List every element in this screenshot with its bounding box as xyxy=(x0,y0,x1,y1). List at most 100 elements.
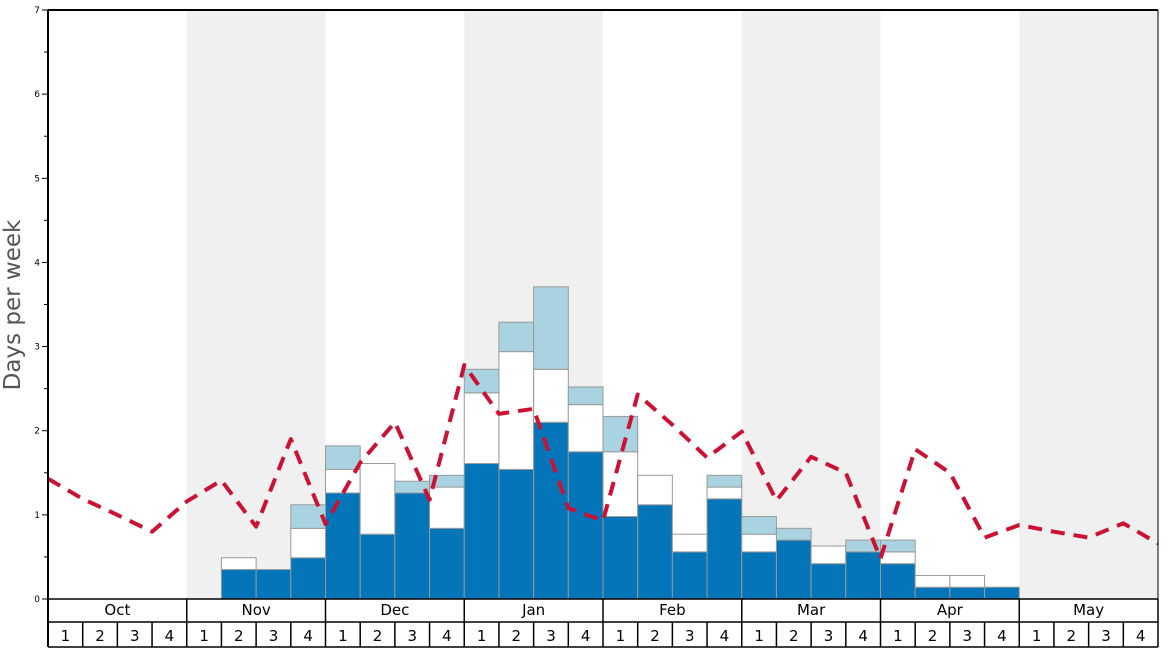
bar-segment-white xyxy=(463,392,500,465)
week-label: 2 xyxy=(512,627,522,645)
month-label: May xyxy=(1073,601,1104,619)
week-label: 4 xyxy=(581,627,591,645)
bar-segment-white xyxy=(533,368,569,423)
y-tick-label: 5 xyxy=(34,174,40,184)
bar-segment-light xyxy=(706,474,743,488)
bar-segment-light xyxy=(325,445,361,470)
week-label: 2 xyxy=(95,627,105,645)
bar-segment-dark xyxy=(394,492,431,600)
bar-segment-white xyxy=(706,486,743,500)
week-label: 3 xyxy=(962,627,972,645)
bar-segment-dark xyxy=(706,498,743,600)
bar-segment-dark xyxy=(810,563,847,600)
week-label: 1 xyxy=(1032,627,1042,645)
bar-segment-dark xyxy=(567,451,604,600)
bar-segment-dark xyxy=(775,539,812,600)
week-label: 1 xyxy=(338,627,348,645)
week-label: 4 xyxy=(997,627,1007,645)
bar-segment-white xyxy=(429,486,465,529)
week-label: 3 xyxy=(824,627,834,645)
bar-segment-white xyxy=(637,474,673,506)
week-label: 4 xyxy=(303,627,313,645)
bar-segment-dark xyxy=(637,504,673,600)
month-label: Feb xyxy=(659,601,686,619)
bar-segment-dark xyxy=(602,516,639,600)
bar-segment-white xyxy=(741,533,777,553)
bar-segment-dark xyxy=(741,551,777,600)
week-label: 2 xyxy=(928,627,938,645)
week-label: 2 xyxy=(234,627,244,645)
bar-segment-light xyxy=(567,386,604,406)
bar-segment-dark xyxy=(220,569,257,600)
bar-segment-dark xyxy=(949,586,986,600)
month-band xyxy=(1019,10,1158,599)
bar-segment-dark xyxy=(255,569,292,600)
month-label: Apr xyxy=(937,601,964,619)
month-label: Dec xyxy=(380,601,409,619)
bar-segment-light xyxy=(533,286,569,370)
bar-segment-white xyxy=(290,527,326,559)
bar-segment-white xyxy=(810,545,847,565)
bar-segment-dark xyxy=(463,463,500,600)
bar-segment-dark xyxy=(914,586,951,600)
month-label: Nov xyxy=(241,601,270,619)
bar-segment-light xyxy=(498,321,535,353)
week-label: 3 xyxy=(130,627,140,645)
month-label: Jan xyxy=(521,601,545,619)
bar-segment-dark xyxy=(671,551,708,600)
bar-segment-dark xyxy=(984,586,1020,600)
bar-segment-dark xyxy=(880,563,916,600)
y-tick-label: 2 xyxy=(34,427,40,437)
week-label: 1 xyxy=(477,627,487,645)
week-label: 2 xyxy=(789,627,799,645)
week-label: 4 xyxy=(858,627,868,645)
bar-segment-dark xyxy=(533,421,569,600)
bar-segment-white xyxy=(220,557,257,571)
week-label: 1 xyxy=(61,627,71,645)
y-axis-ticks: 0 1 2 3 4 5 6 7 xyxy=(34,6,48,605)
y-axis-label: Days per week xyxy=(0,219,26,390)
bar-segment-dark xyxy=(498,468,535,600)
bar-segment-light xyxy=(463,368,500,394)
bar-segment-light xyxy=(602,415,639,453)
bar-segment-white xyxy=(949,574,986,588)
week-label: 4 xyxy=(720,627,730,645)
y-tick-label: 7 xyxy=(34,6,40,16)
week-label: 4 xyxy=(165,627,175,645)
bar-segment-light xyxy=(775,527,812,541)
bar-segment-white xyxy=(914,574,951,588)
week-label: 2 xyxy=(373,627,383,645)
month-band xyxy=(741,10,881,599)
week-label: 2 xyxy=(650,627,660,645)
bar-segment-dark xyxy=(429,527,465,600)
week-label: 1 xyxy=(893,627,903,645)
week-label: 3 xyxy=(269,627,279,645)
week-label: 3 xyxy=(1101,627,1111,645)
month-label: Oct xyxy=(104,601,130,619)
month-label: Mar xyxy=(797,601,826,619)
bar-segment-white xyxy=(359,463,396,535)
y-tick-label: 6 xyxy=(34,90,40,100)
y-tick-label: 1 xyxy=(34,511,40,521)
week-label: 3 xyxy=(685,627,695,645)
bar-segment-dark xyxy=(290,557,326,600)
week-label: 4 xyxy=(1136,627,1146,645)
bar-segment-white xyxy=(880,551,916,565)
week-label: 1 xyxy=(616,627,626,645)
bar-segment-light xyxy=(741,516,777,535)
bar-segment-dark xyxy=(325,492,361,600)
stacked-bars xyxy=(220,286,1020,600)
y-tick-label: 3 xyxy=(34,343,40,353)
week-label: 2 xyxy=(1067,627,1077,645)
week-label: 3 xyxy=(407,627,417,645)
bar-segment-dark xyxy=(845,551,881,600)
month-band xyxy=(186,10,326,599)
bar-segment-dark xyxy=(359,533,396,600)
week-label: 1 xyxy=(199,627,209,645)
y-tick-label: 0 xyxy=(34,595,40,605)
y-tick-label: 4 xyxy=(34,258,40,268)
week-label: 1 xyxy=(754,627,764,645)
bar-segment-white xyxy=(671,533,708,553)
week-label: 4 xyxy=(442,627,452,645)
